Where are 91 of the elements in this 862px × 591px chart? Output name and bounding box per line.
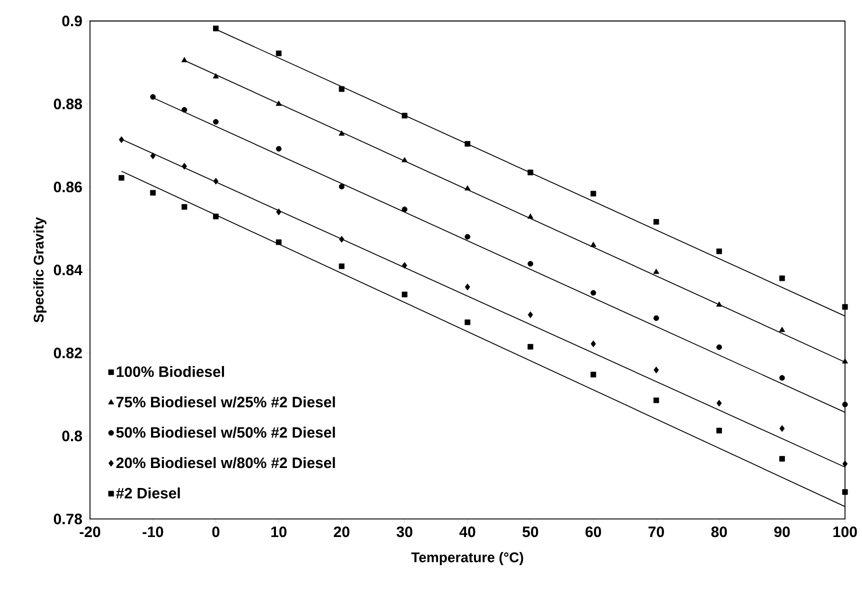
point [276,100,282,106]
point [213,26,219,32]
legend-label: 50% Biodiesel w/50% #2 Diesel [116,426,335,438]
point [150,190,156,196]
point [212,73,219,78]
point [213,119,219,125]
point [464,234,470,240]
point [716,400,722,407]
point [653,268,660,274]
point [464,141,470,147]
point [779,456,785,462]
point [464,319,470,326]
point [716,344,722,350]
point [716,428,722,434]
point [338,130,345,136]
point [276,239,282,245]
y-axis-title: Specific Gravity [33,217,46,322]
point [528,344,534,350]
point [590,372,596,378]
point [716,248,722,254]
point [842,304,848,310]
point [402,157,408,162]
point [716,301,722,307]
x-tick-label: 0 [212,526,220,538]
point [653,315,660,321]
point [181,57,188,62]
point [402,206,408,212]
x-tick-label: 20 [334,526,350,538]
x-tick-label: 10 [271,526,286,538]
point [654,366,659,374]
point [653,398,660,404]
point [779,425,785,432]
point [527,213,534,219]
y-tick-label: 0.8 [62,430,82,442]
point [842,489,848,495]
point [182,107,188,113]
point [590,190,596,196]
point [464,284,470,290]
legend-label: 100% Biodiesel [116,366,224,378]
x-tick-label: 100 [833,526,857,538]
point [402,112,408,118]
point [213,214,219,220]
y-tick-label: 0.78 [54,514,82,524]
point [150,152,156,160]
point [118,175,124,181]
point [779,275,785,282]
point [276,50,282,56]
y-tick-label: 0.88 [54,98,82,110]
point [182,204,188,210]
point [528,170,534,176]
point [528,311,534,318]
point [338,184,344,190]
x-tick-label: 50 [522,526,538,538]
y-tick-label: 0.82 [54,348,82,358]
y-tick-label: 0.86 [54,182,82,192]
x-tick-label: 70 [648,526,664,538]
point [150,94,156,100]
point [779,375,785,381]
point [402,292,408,298]
point [213,178,218,185]
x-tick-label: -20 [80,526,100,538]
point [842,402,848,408]
point [276,208,282,216]
y-tick-label: 0.9 [62,16,82,26]
point [653,219,660,225]
point [338,263,344,270]
point [402,262,408,269]
point [464,185,470,190]
point [590,340,596,348]
point [182,162,187,170]
point [842,460,848,468]
point [339,236,344,243]
x-tick-label: -10 [142,526,164,538]
legend-label: #2 Diesel [116,487,180,498]
x-tick-label: 60 [586,526,602,538]
x-axis-title: Temperature (°C) [411,552,524,566]
point [590,242,596,247]
point [338,86,344,92]
legend-label: 20% Biodiesel w/80% #2 Diesel [116,457,335,468]
point [842,358,848,364]
x-tick-label: 90 [774,526,790,538]
x-tick-label: 80 [711,526,727,538]
point [118,136,124,144]
point [590,290,596,296]
legend-label: 75% Biodiesel w/25% #2 Diesel [116,396,335,408]
x-tick-label: 30 [396,526,412,538]
point [276,146,282,152]
point [528,260,534,267]
x-tick-label: 40 [459,526,476,538]
y-tick-label: 0.84 [54,264,82,276]
point [779,326,786,332]
